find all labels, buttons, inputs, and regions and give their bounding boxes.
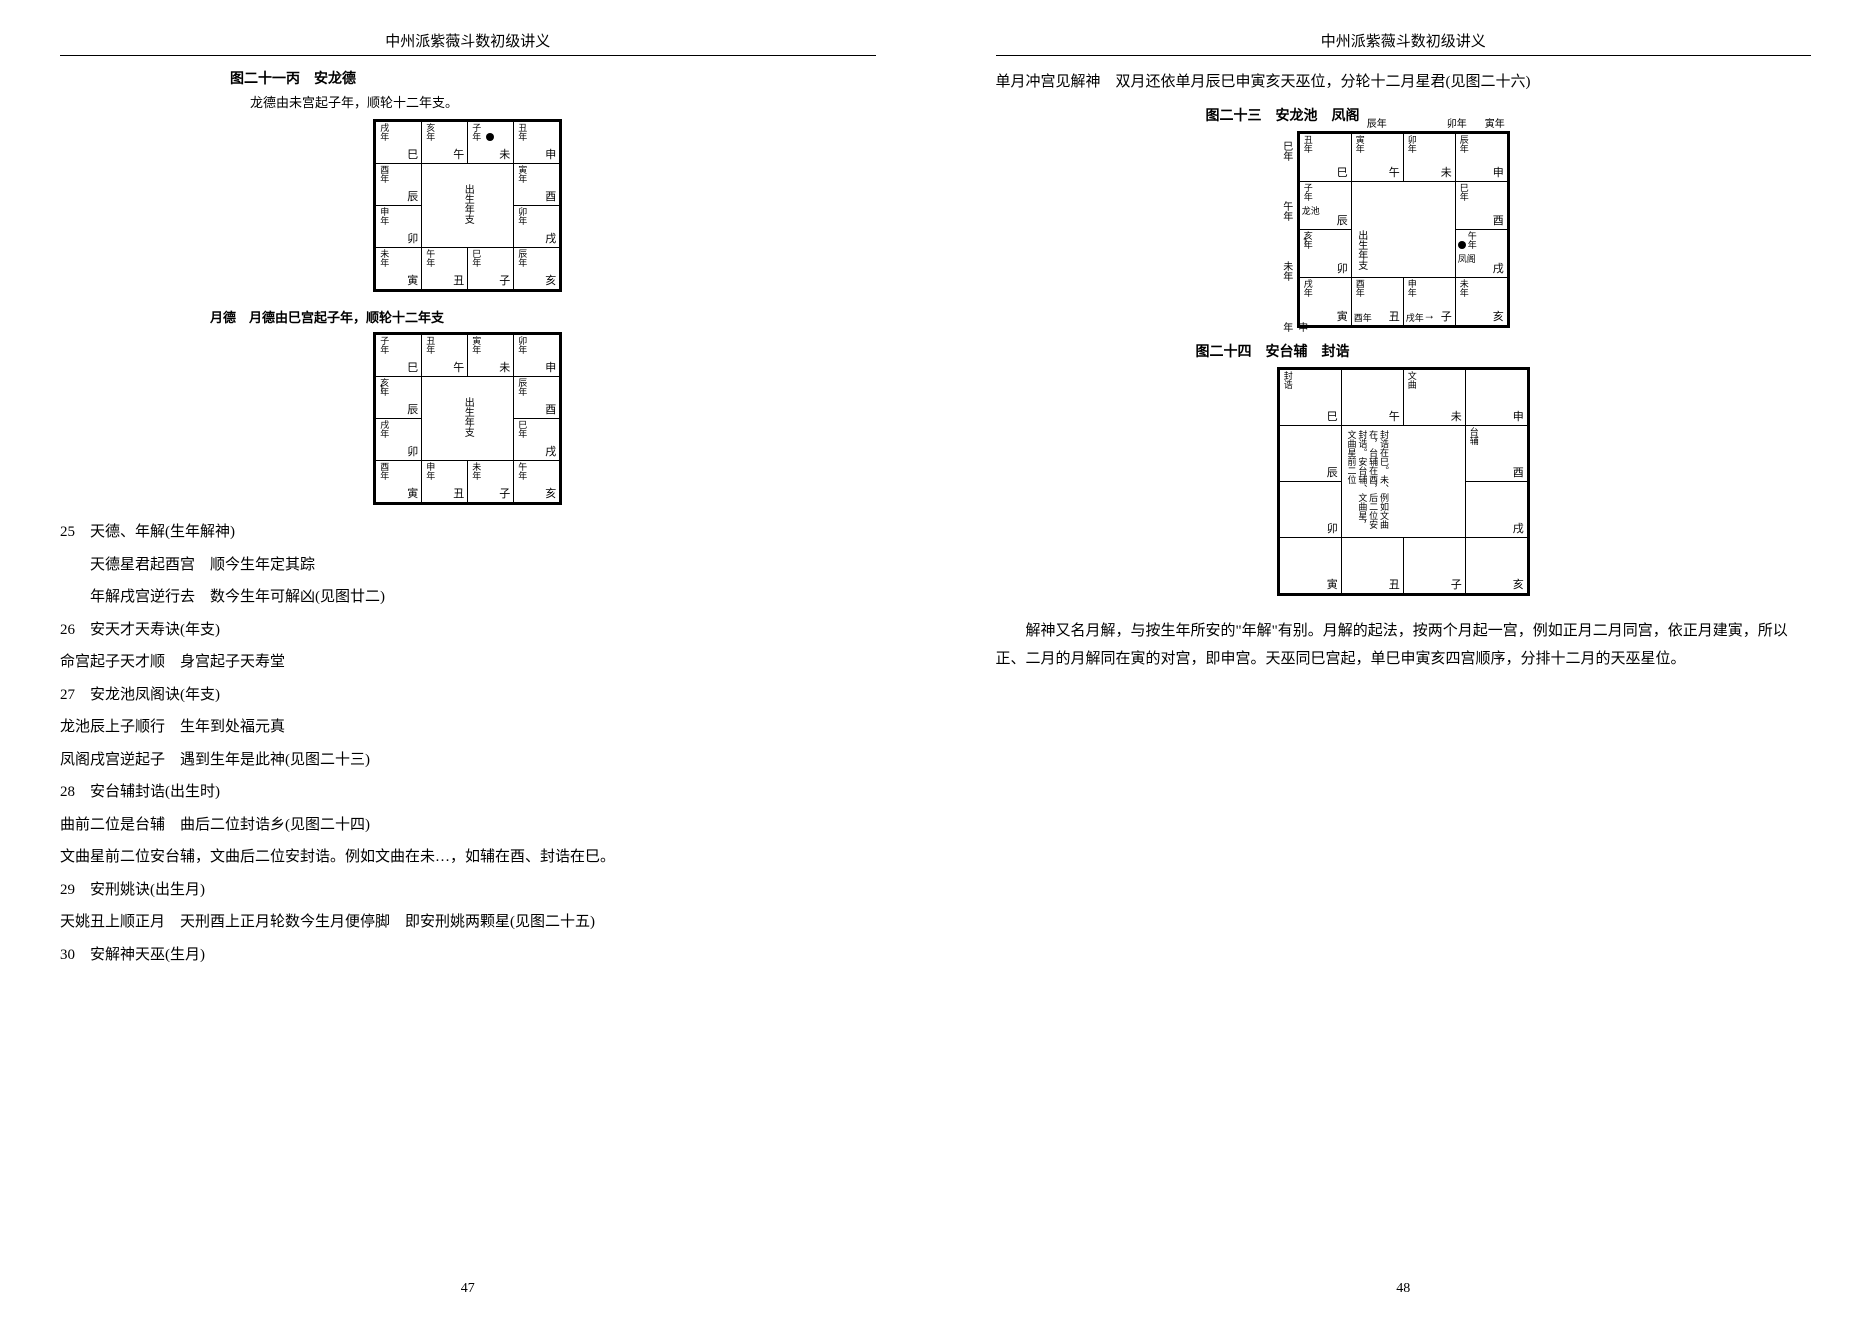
- cell-hai: 辰年亥: [514, 248, 560, 290]
- c24-center: 封诰在巳。未、例如文曲在，台辅在酉，后二位安封诰。安台辅、文曲星，文曲星前二位: [1341, 425, 1465, 537]
- c24-shen: 申: [1465, 369, 1527, 425]
- right-page: 中州派紫薇斗数初级讲义 单月冲宫见解神 双月还依单月辰巳申寅亥天巫位，分轮十二月…: [936, 0, 1871, 1322]
- yd-hai: 午年亥: [514, 461, 560, 503]
- arrow-up-icon: ↑: [378, 381, 385, 397]
- c23-center: 出生年支: [1351, 181, 1455, 277]
- c24-you: 台辅酉: [1465, 425, 1527, 481]
- chart23: 丑年巳 寅年午 卯年未 辰年申 子年龙池辰 出生年支 巳年酉 ↑亥年卯 午年凤阁…: [1297, 131, 1510, 328]
- chart23-wrap: 辰年 卯年 寅年 巳年 午年 未年 申年 丑年巳 寅年午 卯年未 辰年申 子年龙…: [996, 131, 1812, 333]
- c23-you: 巳年酉: [1455, 181, 1507, 229]
- top-label-2: 卯年: [1447, 115, 1467, 130]
- yd-si: 子年巳: [376, 335, 422, 377]
- dot-icon: [1458, 241, 1466, 249]
- fig21-caption: 龙德由未宫起子年，顺轮十二年支。: [250, 92, 876, 111]
- item-28a: 曲前二位是台辅 曲后二位封诰乡(见图二十四): [60, 811, 876, 840]
- yd-shen: 卯年申: [514, 335, 560, 377]
- chart24: 封诰巳 午 文曲未 申 辰 封诰在巳。未、例如文曲在，台辅在酉，后二位安封诰。安…: [1277, 367, 1530, 596]
- cell-xu: 卯年戌: [514, 206, 560, 248]
- arrow-right-icon: →: [1423, 308, 1435, 323]
- item-28: 28 安台辅封诰(出生时): [60, 778, 876, 807]
- item-27b: 凤阁戌宫逆起子 遇到生年是此神(见图二十三): [60, 746, 876, 775]
- chart-yuede-wrap: 子年巳 丑年午 寅年未 卯年申 ↑亥年辰 出生年支 辰年酉 戌年卯 巳年戌 酉年…: [60, 332, 876, 510]
- c23-yin: 戌年寅: [1299, 277, 1351, 325]
- c24-hai: 亥: [1465, 537, 1527, 593]
- yd-chen: ↑亥年辰: [376, 377, 422, 419]
- sl-2: 午年: [1279, 201, 1294, 221]
- yd-zi: 未年子: [468, 461, 514, 503]
- c24-chou: 丑: [1341, 537, 1403, 593]
- item-25: 25 天德、年解(生年解神): [60, 518, 876, 547]
- page-header-right: 中州派紫薇斗数初级讲义: [996, 30, 1812, 56]
- cell-zi: 巳年子: [468, 248, 514, 290]
- c24-wu: 午: [1341, 369, 1403, 425]
- arrow-up-icon: ↑: [1302, 234, 1309, 250]
- yd-yin: 酉年寅: [376, 461, 422, 503]
- fig24-title: 图二十四 安台辅 封诰: [1196, 341, 1812, 361]
- c23-shen: 辰年申: [1455, 133, 1507, 181]
- yd-chou: 申年丑: [422, 461, 468, 503]
- cell-si: 戌年巳: [376, 122, 422, 164]
- para1: 解神又名月解，与按生年所安的"年解"有别。月解的起法，按两个月起一宫，例如正月二…: [996, 617, 1812, 674]
- item-30: 30 安解神天巫(生月): [60, 941, 876, 970]
- c23-wu: 寅年午: [1351, 133, 1403, 181]
- chart21: 戌年巳 亥年午 子年 未 丑年申 酉年辰 出生年支 寅年酉 申年卯 卯年戌 未年…: [373, 119, 562, 292]
- c23-xu: 午年凤阁戌: [1455, 229, 1507, 277]
- chart-yuede: 子年巳 丑年午 寅年未 卯年申 ↑亥年辰 出生年支 辰年酉 戌年卯 巳年戌 酉年…: [373, 332, 562, 505]
- cell-yin: 未年寅: [376, 248, 422, 290]
- yd-xu: 巳年戌: [514, 419, 560, 461]
- page-num-right: 48: [936, 1281, 1871, 1297]
- c24-wei: 文曲未: [1403, 369, 1465, 425]
- cell-shen: 丑年申: [514, 122, 560, 164]
- fig21-title: 图二十一丙 安龙德: [230, 68, 876, 88]
- yd-wei: 寅年未: [468, 335, 514, 377]
- item-27a: 龙池辰上子顺行 生年到处福元真: [60, 713, 876, 742]
- item-25b: 年解戌宫逆行去 数今生年可解凶(见图廿二): [60, 583, 876, 612]
- c24-si: 封诰巳: [1279, 369, 1341, 425]
- c23-chen: 子年龙池辰: [1299, 181, 1351, 229]
- cell-you: 寅年酉: [514, 164, 560, 206]
- item-28b: 文曲星前二位安台辅，文曲后二位安封诰。例如文曲在未…，如辅在酉、封诰在巳。: [60, 843, 876, 872]
- item-29: 29 安刑姚诀(出生月): [60, 876, 876, 905]
- cell-wu: 亥年午: [422, 122, 468, 164]
- c24-xu: 戌: [1465, 481, 1527, 537]
- c24-zi: 子: [1403, 537, 1465, 593]
- c24-yin: 寅: [1279, 537, 1341, 593]
- c23-si: 丑年巳: [1299, 133, 1351, 181]
- sl-3: 未年: [1279, 261, 1294, 281]
- c24-chen: 辰: [1279, 425, 1341, 481]
- page-num-left: 47: [0, 1281, 936, 1297]
- cell-chou: 午年丑: [422, 248, 468, 290]
- left-page: 中州派紫薇斗数初级讲义 图二十一丙 安龙德 龙德由未宫起子年，顺轮十二年支。 戌…: [0, 0, 936, 1322]
- chart21-wrap: 戌年巳 亥年午 子年 未 丑年申 酉年辰 出生年支 寅年酉 申年卯 卯年戌 未年…: [60, 119, 876, 297]
- c23-zi: 申年戌年→子: [1403, 277, 1455, 325]
- c23-hai: 未年亥: [1455, 277, 1507, 325]
- item-26a: 命宫起子天才顺 身宫起子天寿堂: [60, 648, 876, 677]
- chart21-center: 出生年支: [422, 164, 514, 248]
- sl-1: 巳年: [1279, 141, 1294, 161]
- item-25a: 天德星君起酉宫 顺今生年定其踪: [60, 551, 876, 580]
- c23-mao: ↑亥年卯: [1299, 229, 1351, 277]
- top-label-1: 辰年: [1367, 115, 1387, 130]
- yd-you: 辰年酉: [514, 377, 560, 419]
- yd-center: 出生年支: [422, 377, 514, 461]
- c23-wei: 卯年未: [1403, 133, 1455, 181]
- cell-mao: 申年卯: [376, 206, 422, 248]
- yd-wu: 丑年午: [422, 335, 468, 377]
- item-27: 27 安龙池凤阁诀(年支): [60, 681, 876, 710]
- page-header-left: 中州派紫薇斗数初级讲义: [60, 30, 876, 56]
- item-29a: 天姚丑上顺正月 天刑酉上正月轮数今生月便停脚 即安刑姚两颗星(见图二十五): [60, 908, 876, 937]
- top-line: 单月冲宫见解神 双月还依单月辰巳申寅亥天巫位，分轮十二月星君(见图二十六): [996, 68, 1812, 97]
- dot-icon: [486, 133, 494, 141]
- cell-chen: 酉年辰: [376, 164, 422, 206]
- yd-mao: 戌年卯: [376, 419, 422, 461]
- cell-wei: 子年 未: [468, 122, 514, 164]
- item-26: 26 安天才天寿诀(年支): [60, 616, 876, 645]
- yuede-title: 月德 月德由巳宫起子年，顺轮十二年支: [210, 307, 876, 326]
- c24-mao: 卯: [1279, 481, 1341, 537]
- top-label-3: 寅年: [1485, 115, 1505, 130]
- chart24-wrap: 封诰巳 午 文曲未 申 辰 封诰在巳。未、例如文曲在，台辅在酉，后二位安封诰。安…: [996, 367, 1812, 601]
- fig23-title: 图二十三 安龙池 凤阁: [1206, 105, 1812, 125]
- c23-chou: 酉年酉年丑: [1351, 277, 1403, 325]
